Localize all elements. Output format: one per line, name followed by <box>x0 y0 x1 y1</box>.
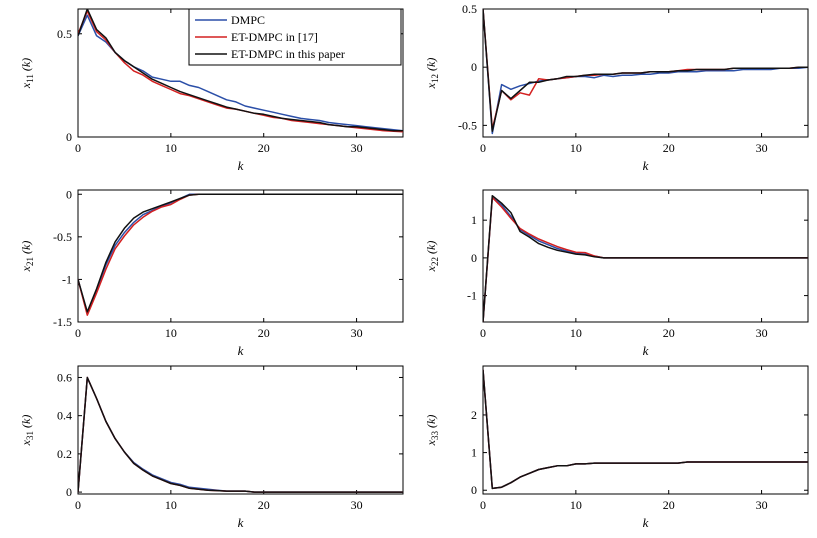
panel-x31: 0 10 20 30 0 0.2 0.4 0.6 k x31 (k) <box>19 365 404 530</box>
y-tick-label: 0 <box>66 130 72 144</box>
x-tick-label: 30 <box>756 498 768 512</box>
series-line-et-dmpc-in-this-paper <box>483 369 808 490</box>
y-tick-label: 0.5 <box>57 27 72 41</box>
x-tick-label: 20 <box>258 498 270 512</box>
y-axis-label-tail: (k) <box>19 415 33 431</box>
y-axis-label: x31 (k) <box>19 415 35 447</box>
y-tick-label: -0.5 <box>458 118 477 132</box>
y-axis-label-sub: 31 <box>25 431 35 440</box>
axes-frame <box>482 365 809 495</box>
y-axis-label-tail: (k) <box>424 415 438 431</box>
x-tick-label: 30 <box>351 141 363 155</box>
x-tick-label: 0 <box>75 141 81 155</box>
y-axis-label-main: x <box>19 439 33 446</box>
y-axis-label-sub: 12 <box>430 74 440 83</box>
y-axis-label-main: x <box>424 265 438 272</box>
y-axis-label: x21 (k) <box>19 241 35 273</box>
x-tick-label: 10 <box>165 141 177 155</box>
y-axis-label-main: x <box>424 82 438 89</box>
x-tick-label: 10 <box>570 498 582 512</box>
x-tick-label: 0 <box>480 326 486 340</box>
y-axis-label-tail: (k) <box>19 58 33 74</box>
y-axis-label-main: x <box>424 439 438 446</box>
x-tick-label: 10 <box>165 326 177 340</box>
x-axis-label: k <box>238 515 244 530</box>
x-tick-label: 30 <box>756 141 768 155</box>
y-tick-label: 1 <box>471 213 477 227</box>
x-tick-label: 0 <box>480 141 486 155</box>
y-tick-label: 0.5 <box>462 2 477 16</box>
series-line-et-dmpc-in-this-paper <box>483 194 808 322</box>
y-axis-label-tail: (k) <box>19 241 33 257</box>
y-tick-label: 2 <box>471 408 477 422</box>
x-axis-label: k <box>238 158 244 173</box>
legend-label: ET-DMPC in this paper <box>231 47 345 61</box>
y-axis-label-sub: 21 <box>25 257 35 266</box>
x-tick-label: 20 <box>663 326 675 340</box>
y-tick-label: 1 <box>471 446 477 460</box>
x-tick-label: 0 <box>75 326 81 340</box>
x-tick-label: 30 <box>351 498 363 512</box>
x-tick-label: 20 <box>663 141 675 155</box>
y-axis-label-sub: 22 <box>430 257 440 266</box>
panel-x22: 0 10 20 30 -1 0 1 k x22 (k) <box>424 189 809 358</box>
y-tick-label: -1 <box>467 289 477 303</box>
y-axis-label-sub: 11 <box>25 74 35 83</box>
x-tick-label: 0 <box>480 498 486 512</box>
x-axis-label: k <box>238 343 244 358</box>
y-axis-label-main: x <box>19 82 33 89</box>
x-tick-label: 10 <box>570 141 582 155</box>
panel-x21: 0 10 20 30 -1.5 -1 -0.5 0 k x21 (k) <box>19 187 404 358</box>
y-axis-label-tail: (k) <box>424 241 438 257</box>
y-axis-label: x22 (k) <box>424 241 440 273</box>
x-tick-label: 20 <box>663 498 675 512</box>
axes-frame <box>482 189 809 323</box>
x-tick-label: 10 <box>570 326 582 340</box>
x-tick-label: 30 <box>756 326 768 340</box>
y-tick-label: 0.4 <box>57 409 72 423</box>
y-tick-label: 0 <box>66 485 72 499</box>
y-axis-label-main: x <box>19 265 33 272</box>
panel-x11: 0 10 20 30 0 0.5 k x11 (k) DMPC ET-DMPC in [17] ET… <box>19 8 404 173</box>
y-tick-label: 0 <box>471 251 477 265</box>
legend-label: DMPC <box>231 13 265 27</box>
axes-frame <box>77 189 404 323</box>
series-line-et-dmpc-in-this-paper <box>483 9 808 132</box>
y-tick-label: 0 <box>471 60 477 74</box>
x-tick-label: 10 <box>165 498 177 512</box>
panel-x33: 0 10 20 30 0 1 2 k x33 (k) <box>424 365 809 530</box>
y-tick-label: 0 <box>471 483 477 497</box>
y-tick-label: 0.6 <box>57 370 72 384</box>
x-axis-label: k <box>643 515 649 530</box>
y-axis-label: x11 (k) <box>19 58 35 89</box>
y-axis-label-sub: 33 <box>430 431 440 441</box>
x-tick-label: 0 <box>75 498 81 512</box>
x-axis-label: k <box>643 343 649 358</box>
x-tick-label: 20 <box>258 141 270 155</box>
y-tick-label: 0.2 <box>57 447 72 461</box>
x-axis-label: k <box>643 158 649 173</box>
y-axis-label-tail: (k) <box>424 58 438 74</box>
legend-label: ET-DMPC in [17] <box>231 30 318 44</box>
y-axis-label: x12 (k) <box>424 58 440 90</box>
legend: DMPC ET-DMPC in [17] ET-DMPC in this paper <box>188 8 402 66</box>
y-tick-label: 0 <box>66 187 72 201</box>
series-line-et-dmpc-in-this-paper <box>78 376 403 493</box>
series-line-et-dmpc-in-this-paper <box>78 9 403 132</box>
y-tick-label: -1 <box>62 272 72 286</box>
x-tick-label: 30 <box>351 326 363 340</box>
y-tick-label: -0.5 <box>53 230 72 244</box>
series-line-et-dmpc-in-this-paper <box>78 193 403 313</box>
y-tick-label: -1.5 <box>53 315 72 329</box>
x-tick-label: 20 <box>258 326 270 340</box>
axes-frame <box>77 365 404 495</box>
y-axis-label: x33 (k) <box>424 415 440 447</box>
